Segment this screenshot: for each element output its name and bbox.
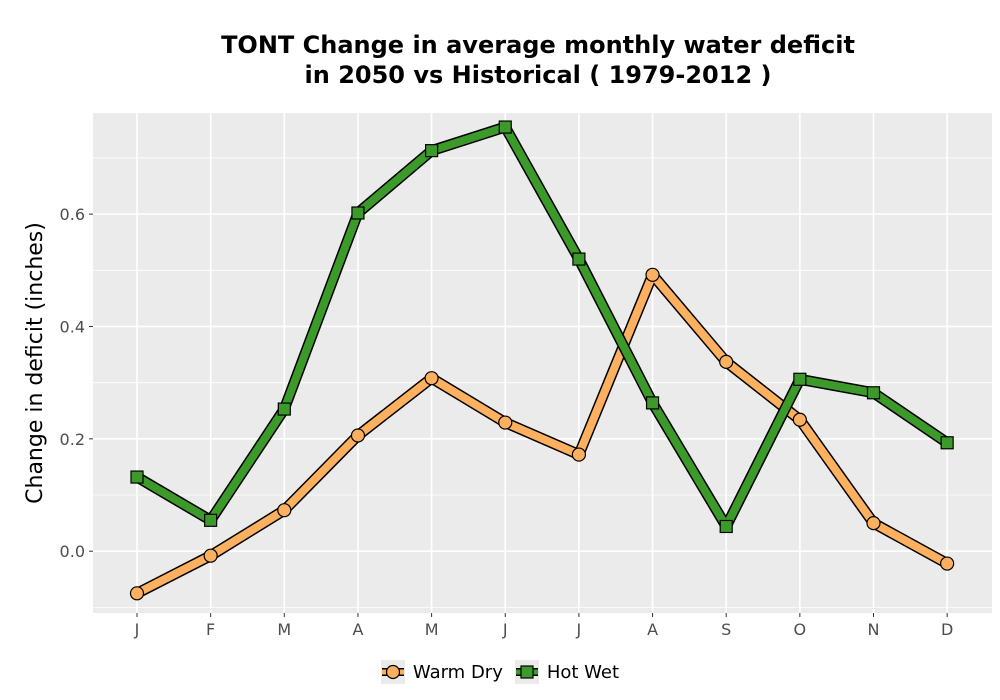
markers-hot-wet <box>130 120 954 534</box>
data-point <box>130 470 144 484</box>
series-warm-dry <box>131 269 953 599</box>
data-point <box>572 252 586 266</box>
data-point <box>645 396 660 410</box>
x-tick-label: J <box>576 620 582 639</box>
y-tick-label: 0.2 <box>60 430 85 449</box>
data-point <box>425 144 439 158</box>
legend: Warm Dry Hot Wet <box>0 660 1000 684</box>
series-layer <box>129 120 955 601</box>
x-tick-label: M <box>277 620 291 639</box>
chart-title-line-1: TONT Change in average monthly water def… <box>221 31 855 59</box>
series-hot-wet <box>131 121 953 532</box>
series-line <box>133 123 952 531</box>
data-point <box>498 120 512 134</box>
axis-ticks: 0.0 0.2 0.4 0.6 J F M A M J J A S O N D <box>60 205 954 639</box>
data-point <box>571 447 587 462</box>
legend-key-hot-wet <box>514 660 539 684</box>
chart-title: TONT Change in average monthly water def… <box>88 30 988 90</box>
y-tick-label: 0.6 <box>60 205 85 224</box>
legend-label-warm-dry: Warm Dry <box>412 661 503 683</box>
x-tick-label: A <box>352 620 363 639</box>
x-tick-label: O <box>794 620 807 639</box>
legend-label-hot-wet: Hot Wet <box>546 661 620 683</box>
data-point <box>350 428 366 443</box>
series-line <box>133 270 952 598</box>
legend-item-hot-wet: Hot Wet <box>514 660 620 684</box>
data-point <box>792 412 807 427</box>
data-point <box>793 372 807 386</box>
x-tick-label: J <box>134 620 140 639</box>
x-tick-label: N <box>868 620 880 639</box>
data-point <box>277 503 292 518</box>
data-point <box>203 548 218 563</box>
data-point <box>498 415 513 430</box>
chart-title-line-2: in 2050 vs Historical ( 1979-2012 ) <box>304 61 772 89</box>
y-axis-title: Change in deficit (inches) <box>23 222 48 504</box>
x-tick-label: D <box>941 620 953 639</box>
data-point <box>866 386 881 400</box>
x-tick-label: A <box>647 620 658 639</box>
data-point <box>866 516 881 531</box>
data-point <box>424 371 439 386</box>
legend-item-warm-dry: Warm Dry <box>380 660 503 684</box>
x-tick-label: S <box>721 620 731 639</box>
data-point <box>645 267 660 282</box>
y-tick-label: 0.4 <box>60 317 85 336</box>
data-point <box>204 513 218 527</box>
data-point <box>129 586 145 601</box>
data-point <box>351 206 365 220</box>
y-tick-label: 0.0 <box>60 542 85 561</box>
data-point <box>719 354 734 369</box>
x-tick-label: M <box>425 620 439 639</box>
markers-warm-dry <box>129 267 955 601</box>
x-tick-label: J <box>502 620 508 639</box>
data-point <box>719 519 733 534</box>
data-point <box>940 556 955 571</box>
legend-key-warm-dry <box>380 660 405 684</box>
data-point <box>940 436 954 450</box>
x-tick-label: F <box>206 620 215 639</box>
data-point <box>277 402 291 416</box>
